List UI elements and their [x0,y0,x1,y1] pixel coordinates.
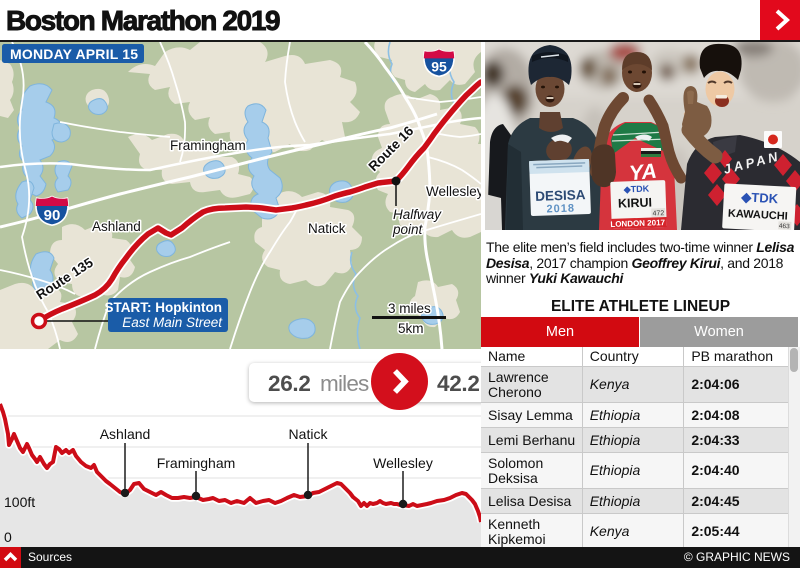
svg-text:Wellesley: Wellesley [426,184,481,199]
svg-text:LONDON 2017: LONDON 2017 [610,218,666,229]
svg-text:0: 0 [4,529,12,545]
svg-text:MONDAY APRIL 15: MONDAY APRIL 15 [10,46,138,62]
svg-text:Ashland: Ashland [92,219,141,234]
svg-text:Wellesley: Wellesley [373,455,433,471]
svg-text:point: point [392,222,424,237]
svg-text:KAWAUCHI: KAWAUCHI [728,208,788,223]
svg-text:100ft: 100ft [4,494,35,510]
svg-text:Framingham: Framingham [157,455,236,471]
svg-text:◆TDK: ◆TDK [623,184,650,195]
svg-text:472: 472 [652,210,664,217]
svg-text:East Main Street: East Main Street [122,315,223,330]
svg-text:Natick: Natick [308,221,346,236]
svg-text:Ashland: Ashland [100,426,151,442]
svg-text:2018: 2018 [546,202,575,215]
svg-text:◆TDK: ◆TDK [740,189,779,206]
svg-text:Natick: Natick [289,426,329,442]
svg-text:5km: 5km [398,321,424,336]
svg-text:Halfway: Halfway [393,207,442,222]
svg-text:KIRUI: KIRUI [618,195,652,210]
svg-text:Framingham: Framingham [170,138,246,153]
svg-text:3 miles: 3 miles [388,301,431,316]
svg-text:95: 95 [431,59,447,75]
svg-text:90: 90 [44,207,61,224]
svg-text:DESISA: DESISA [535,187,586,204]
svg-text:463: 463 [779,223,791,230]
svg-text:START: Hopkinton: START: Hopkinton [105,300,222,315]
